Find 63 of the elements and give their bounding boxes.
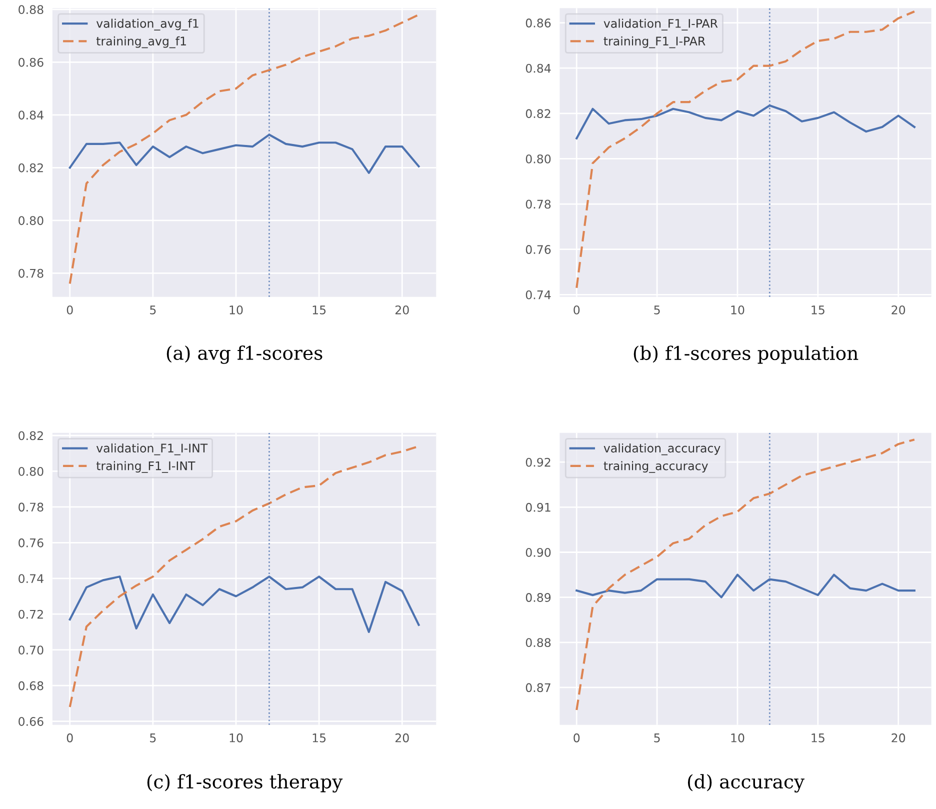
x-tick-label: 15 — [312, 734, 326, 742]
legend-label: training_F1_I-INT — [96, 461, 196, 473]
y-tick-label: 0.82 — [18, 163, 43, 172]
y-tick-label: 0.80 — [526, 154, 551, 164]
y-tick-label: 0.80 — [18, 216, 44, 226]
x-tick-label: 0 — [66, 733, 73, 742]
y-tick-label: 0.82 — [526, 109, 550, 118]
x-tick-label: 10 — [731, 305, 744, 314]
y-tick-label: 0.78 — [18, 502, 44, 512]
y-tick-label: 0.70 — [18, 646, 44, 654]
y-tick-label: 0.72 — [18, 610, 43, 619]
y-tick-label: 0.76 — [526, 245, 551, 254]
y-tick-label: 0.92 — [526, 458, 550, 467]
y-tick-label: 0.86 — [18, 58, 44, 67]
y-tick-label: 0.87 — [526, 683, 550, 692]
y-tick-label: 0.80 — [18, 466, 44, 476]
line-series — [576, 10, 916, 289]
y-tick-label: 0.78 — [526, 200, 551, 209]
legend-label: validation_avg_f1 — [96, 18, 198, 30]
x-tick-label: 5 — [654, 306, 660, 314]
y-tick-label: 0.84 — [526, 64, 551, 73]
legend-label: validation_accuracy — [604, 443, 720, 456]
x-tick-label: 20 — [395, 305, 409, 314]
x-tick-label: 5 — [150, 306, 156, 314]
x-tick-label: 10 — [731, 733, 744, 742]
x-tick-label: 5 — [654, 734, 660, 742]
x-tick-label: 10 — [230, 733, 243, 742]
legend-label: validation_F1_I-PAR — [604, 18, 718, 30]
y-tick-label: 0.84 — [18, 110, 44, 120]
y-tick-label: 0.74 — [18, 574, 44, 584]
y-tick-label: 0.76 — [18, 538, 44, 548]
y-tick-label: 0.89 — [526, 593, 551, 602]
y-tick-label: 0.86 — [526, 18, 551, 28]
y-tick-label: 0.78 — [18, 268, 44, 278]
y-tick-label: 0.68 — [18, 681, 44, 690]
x-tick-label: 15 — [812, 734, 824, 742]
text: (d) accuracy — [688, 774, 805, 792]
y-tick-label: 0.88 — [526, 638, 551, 648]
legend-label: training_avg_f1 — [96, 36, 186, 48]
text: (b) f1-scores population — [634, 346, 858, 364]
legend-label: training_accuracy — [604, 461, 708, 473]
x-tick-label: 5 — [150, 734, 156, 742]
line-series — [576, 438, 916, 712]
x-tick-label: 20 — [395, 733, 409, 742]
x-tick-label: 20 — [892, 733, 906, 742]
x-tick-label: 15 — [312, 306, 326, 314]
y-tick-label: 0.66 — [18, 717, 44, 726]
legend-label: training_F1_I-PAR — [604, 36, 706, 48]
y-tick-label: 0.91 — [526, 502, 550, 512]
text: (a) avg f1-scores — [166, 345, 322, 364]
legend-label: validation_F1_I-INT — [96, 443, 208, 456]
text: (c) f1-scores therapy — [147, 774, 343, 792]
x-tick-label: 15 — [812, 306, 824, 314]
line-series — [68, 14, 420, 285]
y-tick-label: 0.82 — [18, 431, 43, 440]
y-tick-label: 0.88 — [18, 5, 44, 14]
x-tick-label: 0 — [574, 733, 580, 742]
x-tick-label: 10 — [230, 305, 243, 314]
y-tick-label: 0.90 — [526, 548, 551, 557]
x-tick-label: 20 — [892, 305, 906, 314]
y-tick-label: 0.74 — [526, 290, 551, 300]
x-tick-label: 0 — [66, 305, 73, 314]
x-tick-label: 0 — [574, 305, 580, 314]
